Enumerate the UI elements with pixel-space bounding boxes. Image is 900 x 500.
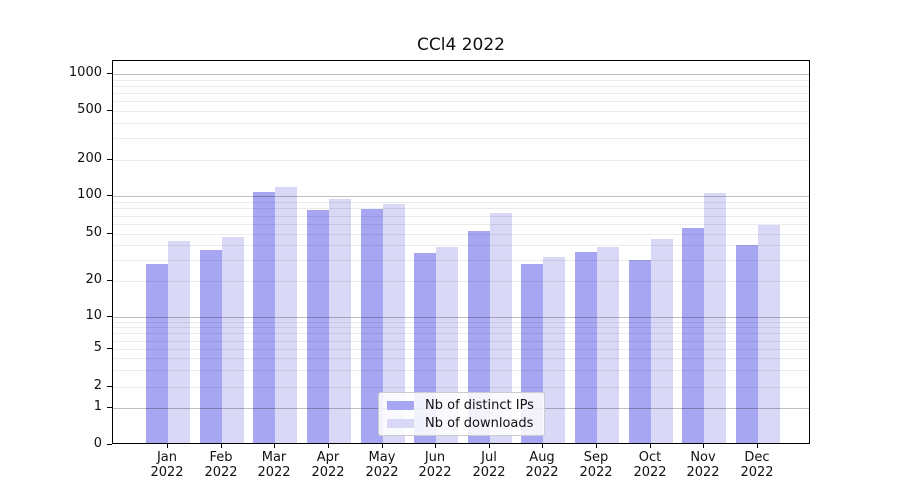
bar-apr-downloads <box>329 199 351 443</box>
y-tick-label-50: 50 <box>85 225 102 240</box>
x-tick-label-may: May 2022 <box>365 450 399 480</box>
y-tick-mark <box>107 407 112 408</box>
x-tick-label-apr: Apr 2022 <box>311 450 345 480</box>
x-tick-mark <box>489 444 490 448</box>
x-tick-mark <box>435 444 436 448</box>
bar-feb-distinct-ips <box>200 250 222 443</box>
x-tick-mark <box>703 444 704 448</box>
bar-may-downloads <box>383 204 405 443</box>
x-tick-label-sep: Sep 2022 <box>579 450 613 480</box>
bar-feb-downloads <box>222 237 244 443</box>
legend-row: Nb of distinct IPs <box>387 398 536 413</box>
x-tick-label-aug: Aug 2022 <box>525 450 559 480</box>
x-tick-label-jul: Jul 2022 <box>472 450 506 480</box>
bar-sep-distinct-ips <box>575 252 597 443</box>
bar-mar-downloads <box>275 187 297 443</box>
bar-oct-distinct-ips <box>629 260 651 443</box>
y-tick-mark <box>107 280 112 281</box>
legend-swatch-distinct-ips <box>387 401 414 410</box>
y-tick-mark <box>107 110 112 111</box>
y-tick-mark <box>107 316 112 317</box>
x-tick-mark <box>542 444 543 448</box>
y-tick-label-100: 100 <box>77 187 102 202</box>
x-tick-mark <box>650 444 651 448</box>
chart-title: CCl4 2022 <box>417 35 505 55</box>
x-tick-mark <box>274 444 275 448</box>
bar-dec-distinct-ips <box>736 245 758 443</box>
bar-jan-distinct-ips <box>146 264 168 443</box>
x-tick-mark <box>167 444 168 448</box>
y-tick-label-200: 200 <box>77 151 102 166</box>
bar-nov-downloads <box>704 193 726 443</box>
plot-area <box>112 60 810 444</box>
x-tick-mark <box>757 444 758 448</box>
y-tick-label-1: 1 <box>93 399 102 414</box>
bar-sep-downloads <box>597 247 619 443</box>
y-tick-mark <box>107 386 112 387</box>
x-tick-label-dec: Dec 2022 <box>740 450 774 480</box>
bar-apr-distinct-ips <box>307 210 329 443</box>
legend-label: Nb of downloads <box>425 416 534 431</box>
y-tick-label-0: 0 <box>93 436 102 451</box>
x-tick-label-oct: Oct 2022 <box>633 450 667 480</box>
x-tick-mark <box>596 444 597 448</box>
bar-mar-distinct-ips <box>253 192 275 443</box>
y-tick-mark <box>107 195 112 196</box>
bar-jul-distinct-ips <box>468 231 490 443</box>
y-tick-mark <box>107 233 112 234</box>
bar-jul-downloads <box>490 213 512 443</box>
y-tick-label-10: 10 <box>85 308 102 323</box>
bar-dec-downloads <box>758 225 780 443</box>
bar-oct-downloads <box>651 239 673 443</box>
x-tick-label-jun: Jun 2022 <box>418 450 452 480</box>
x-tick-label-mar: Mar 2022 <box>257 450 291 480</box>
y-tick-label-2: 2 <box>93 378 102 393</box>
legend-row: Nb of downloads <box>387 416 536 431</box>
y-tick-label-5: 5 <box>93 340 102 355</box>
x-tick-label-nov: Nov 2022 <box>686 450 720 480</box>
y-tick-mark <box>107 444 112 445</box>
bar-nov-distinct-ips <box>682 228 704 443</box>
y-tick-mark <box>107 159 112 160</box>
x-tick-label-feb: Feb 2022 <box>204 450 238 480</box>
legend-label: Nb of distinct IPs <box>425 398 534 413</box>
y-tick-label-1000: 1000 <box>68 65 102 80</box>
y-tick-mark <box>107 73 112 74</box>
y-tick-label-500: 500 <box>77 102 102 117</box>
legend-swatch-downloads <box>387 419 414 428</box>
bars-layer <box>113 61 809 443</box>
bar-may-distinct-ips <box>361 209 383 443</box>
y-tick-mark <box>107 348 112 349</box>
x-tick-mark <box>382 444 383 448</box>
bar-aug-downloads <box>543 257 565 443</box>
bar-jan-downloads <box>168 241 190 443</box>
x-tick-label-jan: Jan 2022 <box>150 450 184 480</box>
y-tick-label-20: 20 <box>85 272 102 287</box>
x-tick-mark <box>328 444 329 448</box>
legend: Nb of distinct IPs Nb of downloads <box>378 392 545 436</box>
x-tick-mark <box>221 444 222 448</box>
